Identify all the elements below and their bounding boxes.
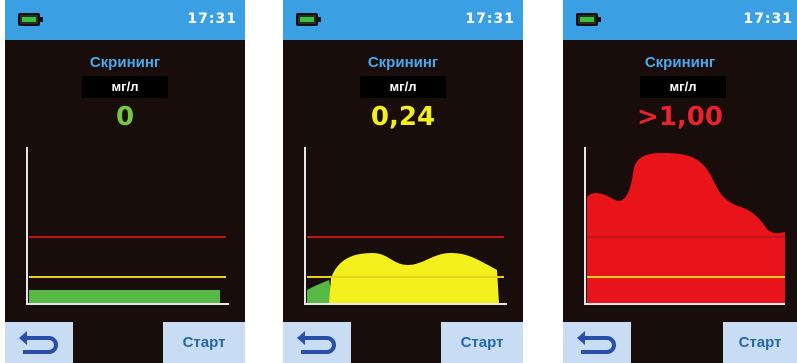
reading-value: 0 — [115, 102, 135, 132]
device-screen-zero: 17:31 Скрининг мг/л 0 Старт — [5, 0, 245, 363]
back-arrow-icon — [577, 330, 616, 354]
clock: 17:31 — [743, 11, 793, 27]
start-button[interactable]: Старт — [163, 322, 245, 363]
back-button[interactable] — [5, 322, 73, 363]
clock: 17:31 — [187, 11, 237, 27]
mode-title: Скрининг — [367, 54, 439, 71]
device-screen-mid: 17:31 Скрининг мг/л 0,24 Старт — [283, 0, 523, 363]
mode-title: Скрининг — [644, 54, 716, 71]
back-button[interactable] — [283, 322, 351, 363]
reading-value: >1,00 — [637, 102, 723, 132]
start-button[interactable]: Старт — [723, 322, 797, 363]
back-arrow-icon — [297, 330, 336, 354]
reading-chart — [584, 147, 785, 305]
battery-icon — [296, 13, 321, 26]
battery-icon — [18, 13, 43, 26]
reading-area-start — [307, 280, 333, 303]
device-screen-high: 17:31 Скрининг мг/л >1,00 Старт — [563, 0, 797, 363]
status-bar: 17:31 — [283, 0, 523, 40]
back-arrow-icon — [19, 330, 58, 354]
reading-value: 0,24 — [370, 102, 436, 132]
start-button[interactable]: Старт — [441, 322, 523, 363]
reading-chart — [304, 147, 507, 305]
reading-area — [29, 290, 220, 303]
battery-icon — [576, 13, 601, 26]
reading-area — [587, 153, 785, 303]
mode-title: Скрининг — [89, 54, 161, 71]
unit-label: мг/л — [82, 76, 168, 98]
unit-label: мг/л — [360, 76, 446, 98]
back-button[interactable] — [563, 322, 631, 363]
unit-label: мг/л — [640, 76, 726, 98]
status-bar: 17:31 — [5, 0, 245, 40]
reading-chart — [26, 147, 229, 305]
status-bar: 17:31 — [563, 0, 797, 40]
clock: 17:31 — [465, 11, 515, 27]
